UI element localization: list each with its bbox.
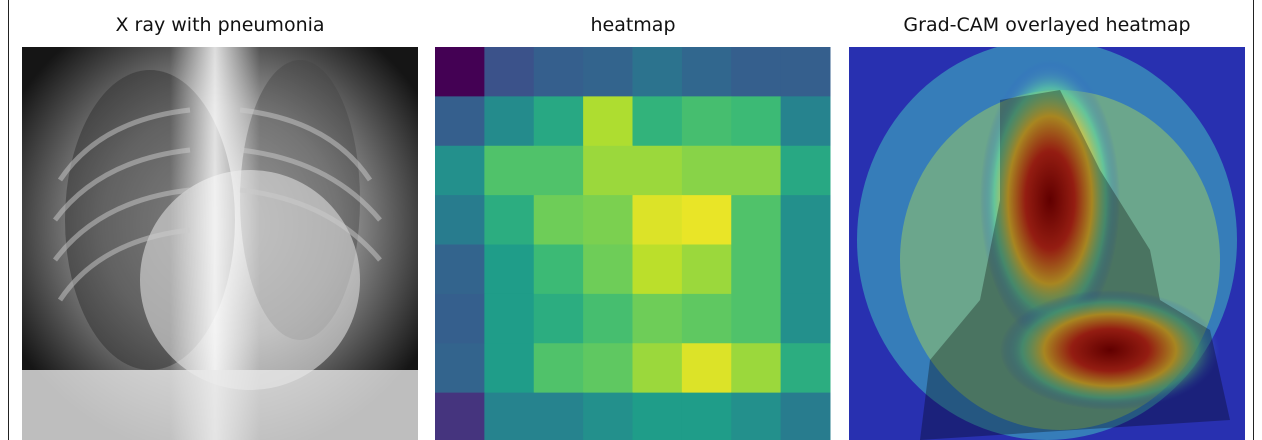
heatmap-cell <box>781 146 831 196</box>
heatmap-cell <box>781 393 831 440</box>
heatmap-cell <box>534 96 584 146</box>
heatmap-cell <box>435 294 485 344</box>
heatmap-cell <box>534 146 584 196</box>
heatmap-cell <box>534 47 584 97</box>
heatmap-cell <box>633 343 683 393</box>
heatmap-cell <box>583 294 633 344</box>
heatmap-cell <box>583 343 633 393</box>
overlay-image <box>849 40 1245 440</box>
heatmap-cell <box>781 245 831 295</box>
heatmap-cell <box>534 195 584 245</box>
heatmap <box>435 47 831 440</box>
heatmap-cell <box>633 195 683 245</box>
heatmap-cell <box>484 294 534 344</box>
heatmap-cell <box>682 294 732 344</box>
heatmap-cell <box>484 393 534 440</box>
heatmap-cell <box>781 47 831 97</box>
heatmap-cell <box>633 245 683 295</box>
heatmap-cell <box>781 195 831 245</box>
heatmap-cell <box>731 294 781 344</box>
figure: X ray with pneumonia heatmap Grad-CAM ov… <box>0 0 1262 440</box>
heatmap-cell <box>633 146 683 196</box>
heatmap-cell <box>435 96 485 146</box>
heatmap-cell <box>633 47 683 97</box>
heatmap-cell <box>781 96 831 146</box>
panel-title: Grad-CAM overlayed heatmap <box>903 14 1190 36</box>
heatmap-cell <box>435 343 485 393</box>
heatmap-cell <box>435 245 485 295</box>
heatmap-cell <box>682 146 732 196</box>
heatmap-cell <box>731 245 781 295</box>
heatmap-cell <box>731 96 781 146</box>
heatmap-cell <box>731 47 781 97</box>
heatmap-cell <box>583 195 633 245</box>
heatmap-cell <box>534 245 584 295</box>
heatmap-cell <box>583 146 633 196</box>
heatmap-cell <box>484 195 534 245</box>
heatmap-cell <box>583 47 633 97</box>
heatmap-cell <box>781 343 831 393</box>
heatmap-cell <box>731 393 781 440</box>
heatmap-cell <box>484 96 534 146</box>
heatmap-cell <box>633 393 683 440</box>
heatmap-cell <box>731 195 781 245</box>
heatmap-cell <box>682 245 732 295</box>
heatmap-cell <box>731 146 781 196</box>
heatmap-cell <box>682 47 732 97</box>
panel-title: X ray with pneumonia <box>115 14 324 36</box>
heatmap-cell <box>682 195 732 245</box>
heatmap-cell <box>534 393 584 440</box>
heatmap-cell <box>682 96 732 146</box>
heatmap-cell <box>682 393 732 440</box>
heatmap-cell <box>682 343 732 393</box>
panel-title: heatmap <box>590 14 675 36</box>
heatmap-cell <box>633 96 683 146</box>
heatmap-cell <box>534 294 584 344</box>
heatmap-cell <box>583 96 633 146</box>
heatmap-cell <box>781 294 831 344</box>
heatmap-cell <box>435 393 485 440</box>
heatmap-cell <box>633 294 683 344</box>
heatmap-cell <box>484 47 534 97</box>
heatmap-cell <box>583 245 633 295</box>
heatmap-cell <box>583 393 633 440</box>
heatmap-cell <box>534 343 584 393</box>
heatmap-cell <box>731 343 781 393</box>
heatmap-cell <box>484 146 534 196</box>
heatmap-cell <box>435 195 485 245</box>
heatmap-cell <box>435 146 485 196</box>
heatmap-cell <box>484 343 534 393</box>
heatmap-cell <box>435 47 485 97</box>
xray-image <box>22 47 418 440</box>
heatmap-cell <box>484 245 534 295</box>
